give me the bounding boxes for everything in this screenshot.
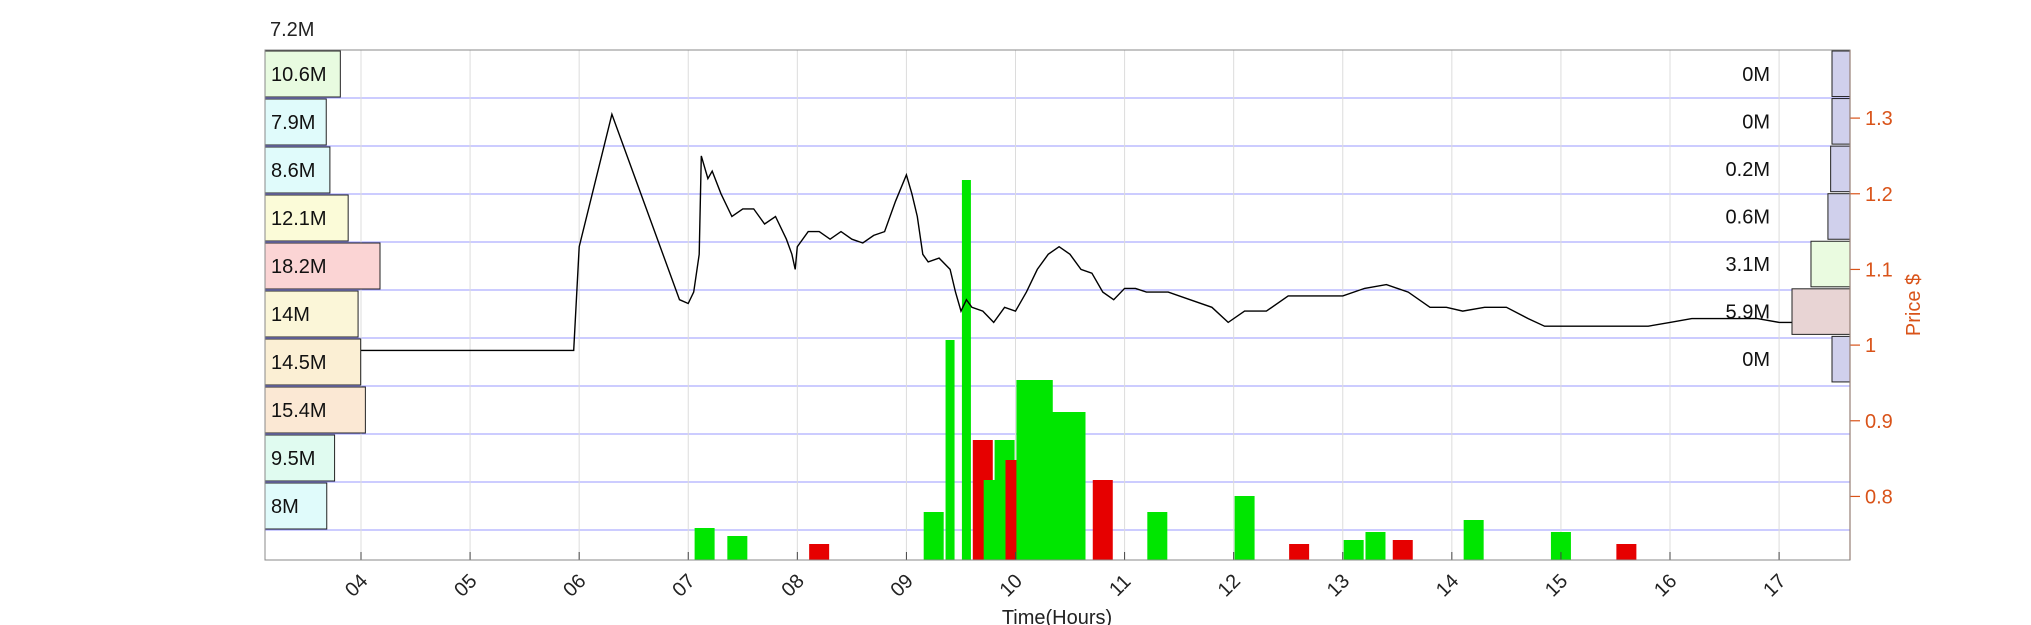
right-profile-label: 5.9M (1726, 302, 1770, 324)
volume-bar (1343, 540, 1364, 560)
volume-bar (1016, 380, 1037, 560)
volume-bar (1365, 532, 1386, 560)
x-tick-label: 11 (1105, 571, 1135, 601)
left-profile-bar (264, 290, 359, 338)
y-tick-label: 1.1 (1865, 259, 1893, 281)
right-profile-label: 3.1M (1726, 254, 1770, 276)
left-profile-label: 14.5M (271, 352, 327, 374)
volume-bar (809, 544, 830, 560)
price-series-line (358, 111, 1801, 352)
right-y-axis: 0.8 0.9 1 1.1 1.2 1.3 (1849, 50, 1893, 560)
right-profile-bar (1830, 145, 1851, 193)
volume-bar (1550, 532, 1571, 560)
left-profile-bar (264, 50, 341, 98)
right-profile-bar (1831, 50, 1851, 98)
left-profile-label: 7.9M (271, 112, 315, 134)
x-tick-label: 06 (559, 570, 590, 601)
right-profile-label: 0M (1742, 349, 1770, 371)
x-axis-label: Time(Hours) (1002, 607, 1112, 625)
x-tick-label: 05 (450, 570, 481, 601)
x-tick-label: 14 (1432, 570, 1463, 601)
volume-bar (1234, 496, 1255, 560)
price-line (358, 111, 1801, 352)
volume-bar (1147, 512, 1168, 560)
right-profile-label: 0.2M (1726, 159, 1770, 181)
y-tick-label: 1 (1865, 335, 1876, 357)
x-tick-label: 17 (1759, 570, 1790, 601)
x-tick-label: 07 (668, 570, 699, 601)
volume-bar (1392, 540, 1413, 560)
right-profile-label: 0M (1742, 64, 1770, 86)
right-profile-bar (1831, 98, 1851, 145)
y-tick-label: 0.9 (1865, 411, 1893, 433)
volume-bar (945, 340, 955, 560)
x-tick-label: 12 (1214, 570, 1245, 601)
top-left-label: 7.2M (270, 19, 314, 41)
y-tick-label: 1.3 (1865, 108, 1893, 130)
left-profile-bar (264, 98, 327, 146)
volume-bar (1065, 412, 1086, 560)
left-profile-bar (264, 434, 336, 482)
left-profile-bar (264, 146, 331, 194)
volume-bar (1092, 480, 1113, 560)
left-profile-label: 12.1M (271, 208, 327, 230)
left-profile-label: 8.6M (271, 160, 315, 182)
volume-bars (694, 180, 1637, 560)
plot-frame (264, 49, 1851, 561)
right-profile-bar (1810, 240, 1851, 288)
y-axis-label: Price $ (1903, 274, 1925, 336)
left-profile-label: 15.4M (271, 400, 327, 422)
volume-bar (1616, 544, 1637, 560)
volume-bar (1463, 520, 1484, 560)
volume-bar (694, 528, 715, 560)
volume-bar (727, 536, 748, 560)
x-tick-label: 04 (341, 570, 372, 601)
x-tick-label: 10 (996, 570, 1027, 601)
left-profile-label: 9.5M (271, 448, 315, 470)
x-tick-label: 09 (887, 570, 918, 601)
volume-bar (1289, 544, 1310, 560)
x-tick-label: 08 (777, 570, 808, 601)
left-profile-label: 8M (271, 496, 299, 518)
left-profile-label: 18.2M (271, 256, 327, 278)
x-tick-label: 15 (1541, 570, 1572, 601)
left-profile-label: 14M (271, 304, 310, 326)
x-tick-label: 13 (1323, 570, 1354, 601)
volume-bar (1032, 380, 1053, 560)
left-profile-bar (264, 386, 366, 434)
right-profile-label: 0.6M (1726, 206, 1770, 228)
volume-bar (1049, 412, 1070, 560)
right-profile-bar (1831, 335, 1851, 383)
left-profile-label: 10.6M (271, 64, 327, 86)
y-tick-label: 1.2 (1865, 184, 1893, 206)
right-profile-bar (1827, 193, 1851, 240)
right-profile-label: 0M (1742, 111, 1770, 133)
left-volume-profile: 10.6M 7.9M 8.6M 12.1M 18.2M 14M 14.5M 15.4M 9.5M… (264, 50, 381, 530)
left-profile-bar (264, 338, 362, 386)
right-profile-bar (1791, 288, 1851, 335)
volume-bar (961, 180, 971, 560)
y-tick-label: 0.8 (1865, 486, 1893, 508)
volume-bar (923, 512, 944, 560)
x-tick-label: 16 (1650, 570, 1681, 601)
